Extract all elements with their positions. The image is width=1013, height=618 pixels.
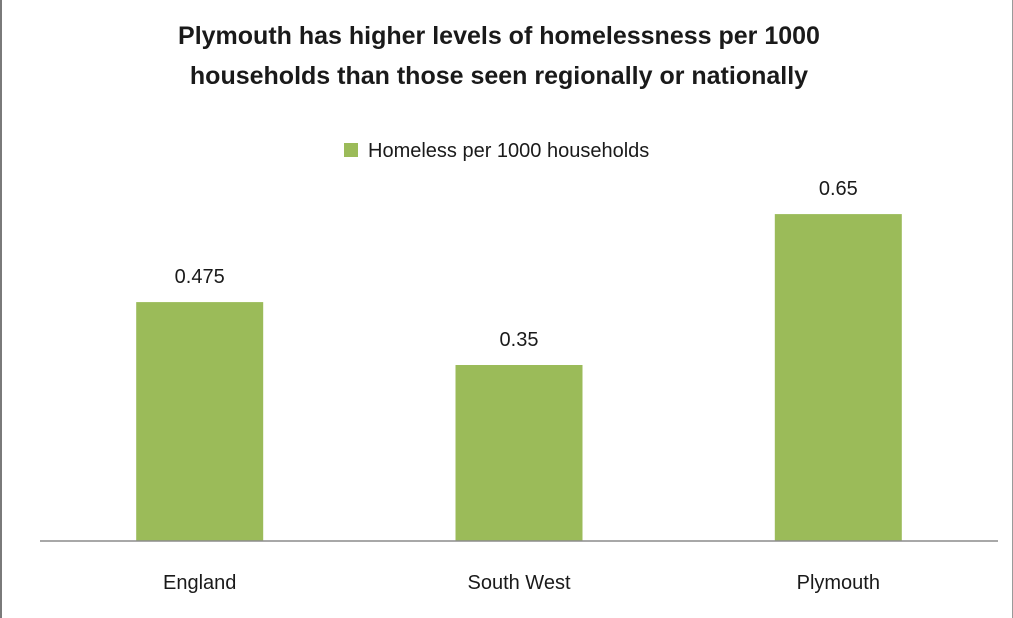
bar-south-west bbox=[455, 365, 583, 541]
chart-title-line-1: Plymouth has higher levels of homelessne… bbox=[178, 22, 820, 50]
data-label: 0.65 bbox=[819, 178, 858, 200]
x-tick-label: Plymouth bbox=[797, 572, 880, 594]
x-tick-label: South West bbox=[467, 572, 570, 594]
data-label: 0.475 bbox=[175, 266, 225, 288]
bar-england bbox=[136, 302, 264, 541]
plot-area: 0.475 England 0.35 South West 0.65 Plymouth bbox=[136, 178, 902, 594]
bar-plymouth bbox=[774, 214, 902, 541]
legend: Homeless per 1000 households bbox=[344, 140, 649, 162]
data-label: 0.35 bbox=[500, 329, 539, 351]
legend-swatch bbox=[344, 143, 358, 157]
chart-title-line-2: households than those seen regionally or… bbox=[190, 62, 808, 90]
legend-label: Homeless per 1000 households bbox=[368, 140, 649, 162]
x-tick-label: England bbox=[163, 572, 236, 594]
